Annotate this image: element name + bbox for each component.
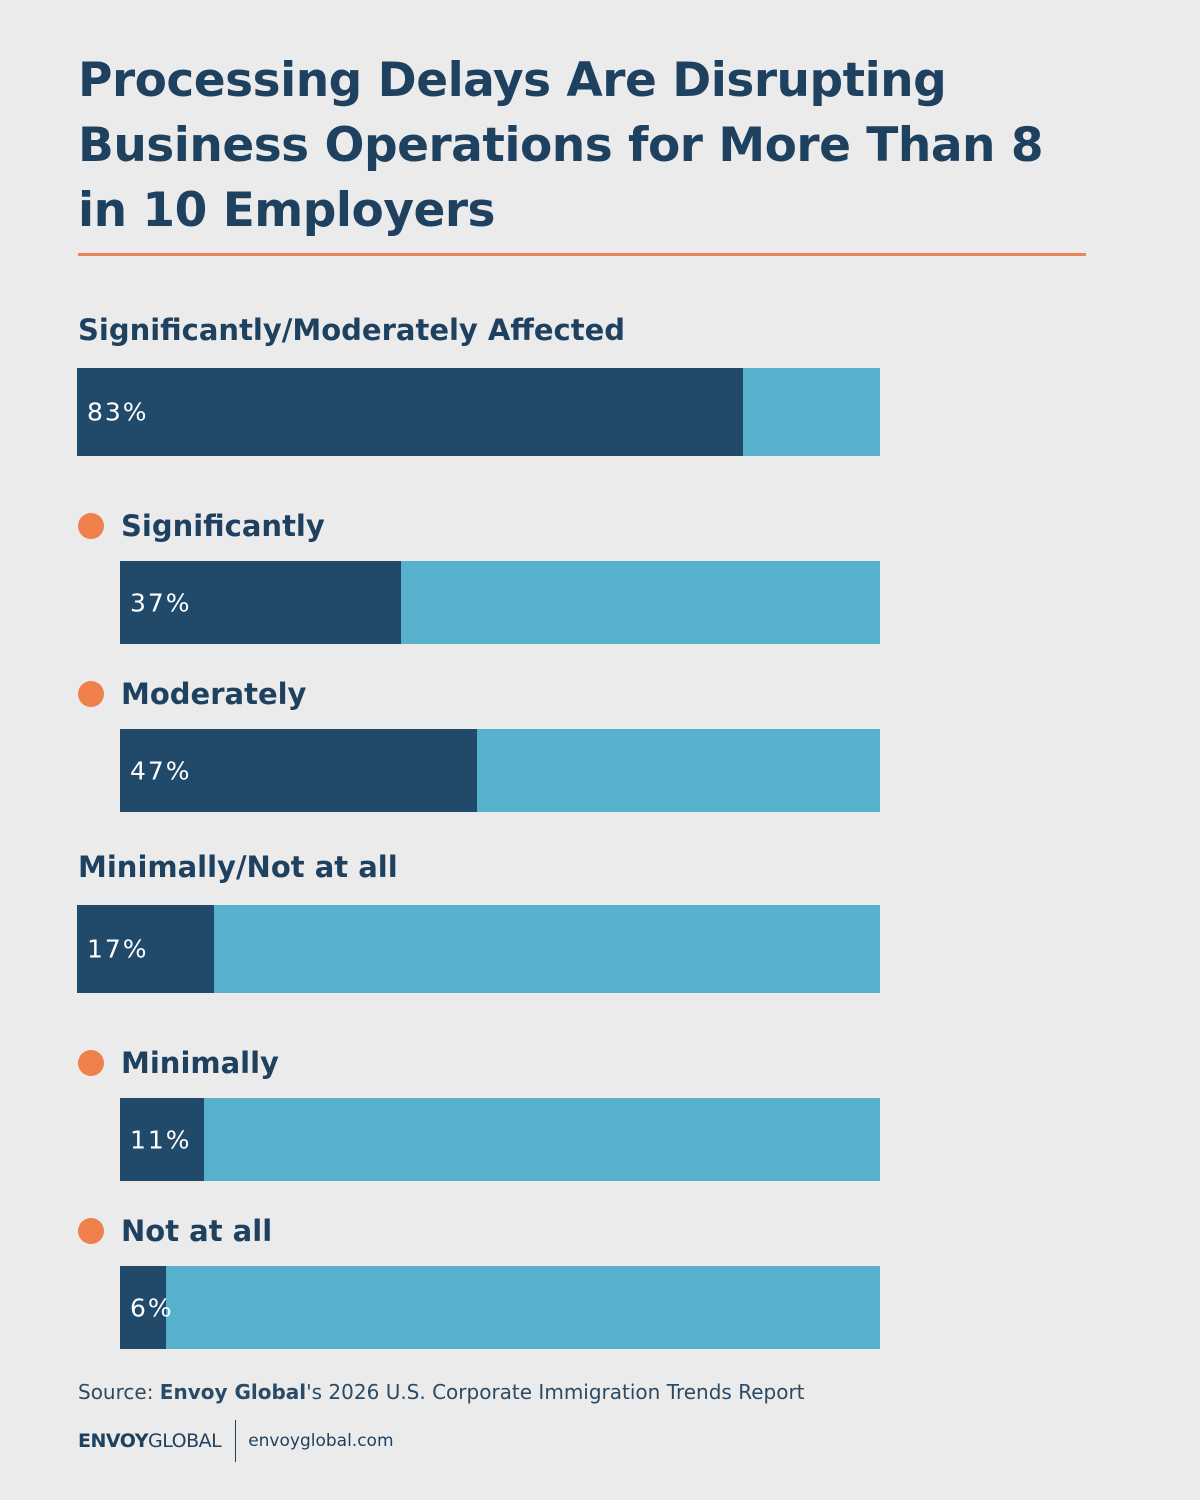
logo-light: GLOBAL xyxy=(147,1430,222,1452)
subcategory-label: Minimally xyxy=(121,1046,279,1080)
value-label: 6% xyxy=(130,1293,174,1322)
value-label: 83% xyxy=(87,397,149,427)
bar xyxy=(120,1098,204,1181)
bar xyxy=(120,729,478,812)
bullet xyxy=(78,1218,104,1244)
logo-bold: ENVOY xyxy=(78,1430,148,1452)
subcategory-label: Moderately xyxy=(121,677,307,711)
value-label: 17% xyxy=(87,934,149,964)
footer-divider xyxy=(235,1420,237,1462)
source-brand: Envoy Global xyxy=(159,1380,307,1404)
title-rule xyxy=(78,253,1086,256)
bullet xyxy=(78,513,104,539)
source-prefix: Source: xyxy=(78,1380,160,1404)
subcategory-label: Significantly xyxy=(121,509,325,543)
bullet xyxy=(78,1050,104,1076)
value-label: 37% xyxy=(130,588,192,617)
bar xyxy=(77,905,214,993)
footer-url: envoyglobal.com xyxy=(248,1431,394,1451)
bar xyxy=(120,1266,166,1349)
value-label: 11% xyxy=(130,1125,192,1154)
bar xyxy=(77,368,744,456)
bullet xyxy=(78,681,104,707)
bar-track xyxy=(120,1266,880,1349)
bar-track xyxy=(120,1098,880,1181)
bar xyxy=(120,561,402,644)
subcategory-label: Not at all xyxy=(121,1214,273,1248)
source-suffix: 's 2026 U.S. Corporate Immigration Trend… xyxy=(306,1380,805,1404)
group-label: Minimally/Not at all xyxy=(78,850,398,884)
value-label: 47% xyxy=(130,756,192,785)
group-label: Significantly/Moderately Affected xyxy=(78,313,626,347)
footer: ENVOY GLOBAL envoyglobal.com xyxy=(78,1420,394,1462)
chart-title: Processing Delays Are Disrupting Busines… xyxy=(78,53,1044,238)
source: Source: Envoy Global's 2026 U.S. Corpora… xyxy=(78,1380,805,1404)
